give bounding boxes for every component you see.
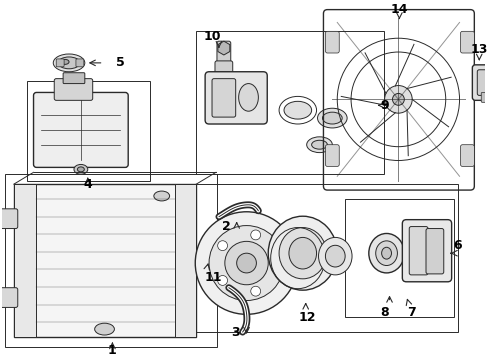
Ellipse shape (239, 84, 258, 111)
FancyBboxPatch shape (477, 70, 490, 95)
Bar (345, 199, 454, 317)
Circle shape (385, 86, 412, 113)
Text: 3: 3 (231, 325, 240, 338)
Ellipse shape (61, 59, 69, 64)
Circle shape (251, 230, 261, 240)
FancyBboxPatch shape (54, 78, 93, 100)
Ellipse shape (289, 237, 317, 269)
Ellipse shape (376, 241, 397, 266)
Circle shape (251, 286, 261, 296)
Circle shape (392, 94, 404, 105)
FancyBboxPatch shape (426, 229, 444, 274)
Ellipse shape (318, 237, 352, 275)
Bar (196, 184, 458, 332)
FancyBboxPatch shape (472, 65, 490, 100)
Bar (196, 31, 384, 174)
FancyBboxPatch shape (0, 209, 18, 229)
Ellipse shape (95, 323, 114, 335)
Ellipse shape (58, 57, 80, 69)
Ellipse shape (77, 167, 84, 172)
Text: 7: 7 (407, 306, 416, 319)
Text: 1: 1 (108, 344, 117, 357)
Ellipse shape (382, 247, 392, 259)
Circle shape (225, 241, 268, 285)
FancyBboxPatch shape (325, 31, 339, 53)
FancyBboxPatch shape (56, 59, 64, 67)
Ellipse shape (268, 216, 337, 290)
Bar (14, 184, 35, 337)
Circle shape (209, 226, 284, 301)
Ellipse shape (154, 191, 170, 201)
FancyBboxPatch shape (63, 73, 85, 84)
FancyBboxPatch shape (0, 288, 18, 307)
Circle shape (218, 241, 227, 251)
FancyBboxPatch shape (461, 145, 474, 166)
Text: 11: 11 (204, 271, 222, 284)
FancyBboxPatch shape (212, 78, 236, 117)
Circle shape (218, 275, 227, 285)
Text: 10: 10 (203, 30, 221, 43)
Circle shape (195, 212, 298, 314)
FancyBboxPatch shape (76, 59, 84, 67)
FancyBboxPatch shape (205, 72, 267, 124)
FancyBboxPatch shape (325, 145, 339, 166)
FancyBboxPatch shape (33, 93, 128, 167)
Text: 5: 5 (116, 57, 124, 69)
Ellipse shape (74, 165, 88, 174)
Text: 2: 2 (222, 220, 231, 233)
Text: 4: 4 (83, 178, 92, 191)
Text: 8: 8 (380, 306, 389, 319)
FancyBboxPatch shape (461, 31, 474, 53)
Bar (26, 81, 150, 181)
Ellipse shape (53, 54, 85, 72)
Bar (174, 184, 196, 337)
FancyBboxPatch shape (409, 226, 428, 275)
Text: 6: 6 (453, 239, 462, 252)
Bar (5, 174, 217, 347)
FancyBboxPatch shape (215, 61, 233, 78)
Ellipse shape (307, 137, 332, 153)
FancyBboxPatch shape (402, 220, 452, 282)
Ellipse shape (279, 228, 326, 279)
FancyBboxPatch shape (481, 93, 490, 102)
Text: 13: 13 (470, 42, 488, 55)
Ellipse shape (318, 108, 347, 128)
Text: 14: 14 (391, 3, 408, 16)
Ellipse shape (325, 245, 345, 267)
FancyBboxPatch shape (217, 41, 231, 63)
Ellipse shape (369, 234, 404, 273)
Ellipse shape (312, 140, 327, 149)
Text: 12: 12 (299, 311, 317, 324)
Ellipse shape (322, 112, 342, 124)
Circle shape (237, 253, 256, 273)
Bar (14, 184, 196, 337)
Circle shape (271, 258, 281, 268)
Text: 9: 9 (380, 99, 389, 112)
Ellipse shape (284, 101, 312, 119)
